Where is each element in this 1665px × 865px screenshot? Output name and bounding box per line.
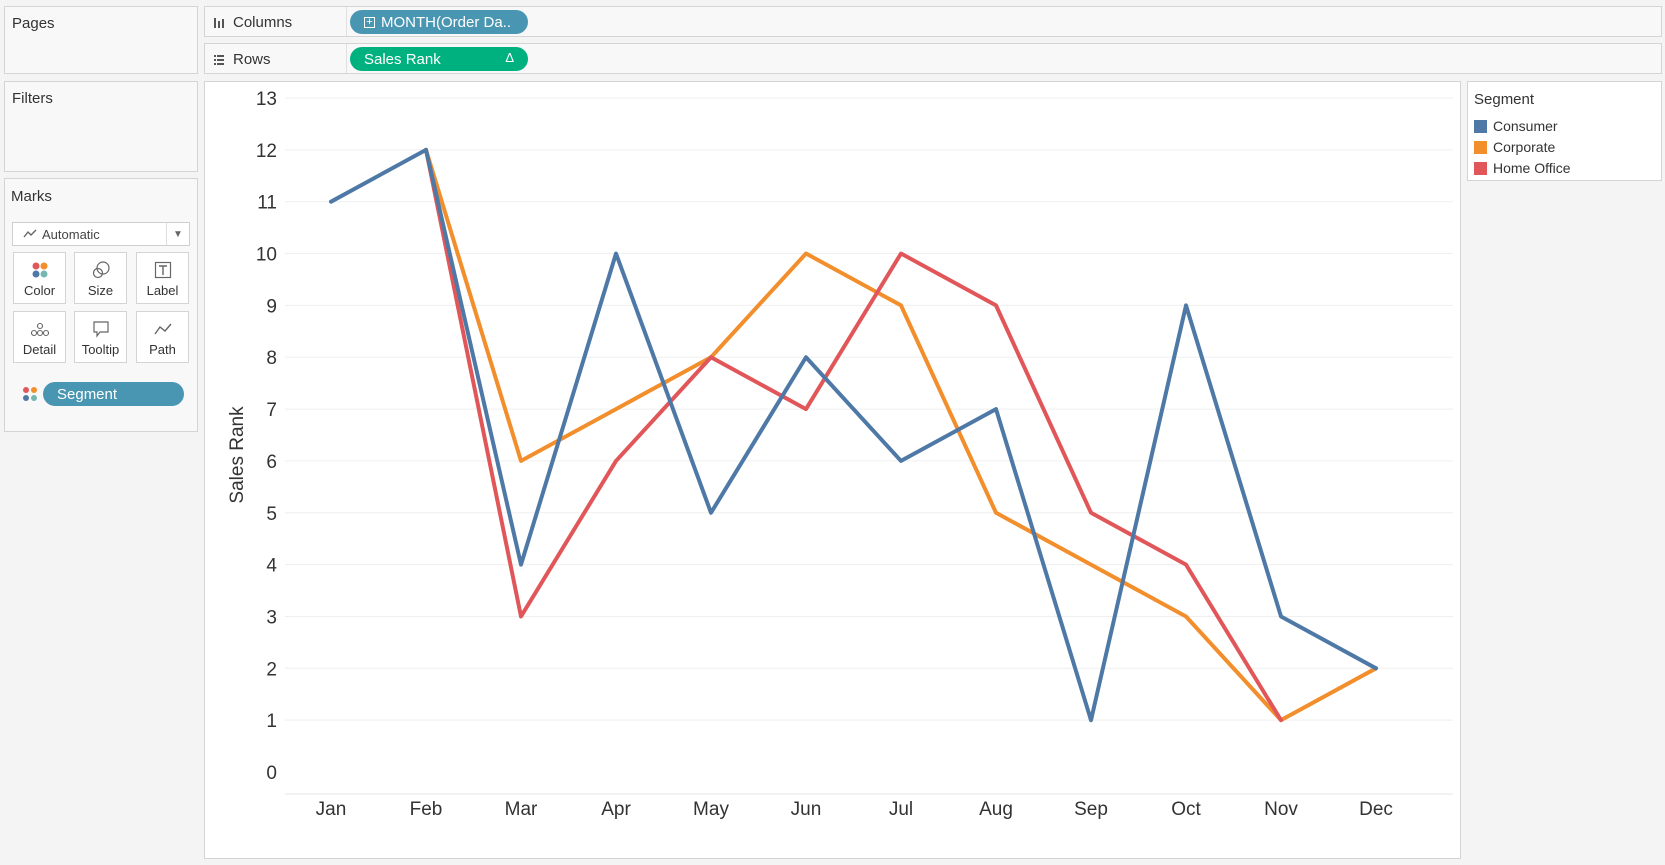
x-tick-label: Aug [979, 799, 1013, 820]
line-mark-icon [23, 229, 37, 238]
columns-label: Columns [233, 14, 293, 31]
speech-bubble-icon [92, 321, 109, 338]
color-dots-icon [32, 262, 47, 278]
marks-title: Marks [11, 188, 52, 205]
y-tick-label: 8 [266, 348, 277, 369]
segment-pill[interactable]: Segment [43, 382, 184, 406]
segment-pill-label: Segment [57, 385, 118, 403]
label-button[interactable]: Label [136, 252, 189, 304]
legend-label: Home Office [1493, 160, 1571, 176]
y-tick-label: 13 [256, 89, 277, 110]
filters-title: Filters [12, 90, 53, 107]
month-order-date-pill[interactable]: + MONTH(Order Da.. [350, 10, 528, 34]
y-tick-label: 5 [266, 504, 277, 525]
y-tick-label: 9 [266, 296, 277, 317]
color-button[interactable]: Color [13, 252, 66, 304]
path-line-icon [153, 323, 172, 335]
y-tick-label: 1 [266, 711, 277, 732]
sales-rank-pill[interactable]: Sales Rank Δ [350, 47, 528, 71]
mark-type-value: Automatic [42, 226, 100, 242]
x-tick-label: Oct [1171, 799, 1201, 820]
x-tick-label: Feb [410, 799, 443, 820]
expand-plus-icon: + [364, 16, 375, 28]
tooltip-button[interactable]: Tooltip [74, 311, 127, 363]
rows-shelf[interactable]: Rows Sales Rank Δ [204, 43, 1662, 74]
detail-dots-icon [30, 322, 49, 337]
columns-icon [214, 17, 224, 28]
x-tick-label: Jun [791, 799, 822, 820]
label-label: Label [146, 283, 179, 298]
y-tick-label: 10 [256, 245, 277, 266]
y-tick-label: 2 [266, 659, 277, 680]
tooltip-label: Tooltip [81, 342, 120, 357]
x-tick-label: Nov [1264, 799, 1298, 820]
table-calc-delta-icon: Δ [505, 50, 514, 65]
color-dots-icon [23, 387, 37, 401]
path-label: Path [149, 342, 176, 357]
columns-shelf[interactable]: Columns + MONTH(Order Da.. [204, 6, 1662, 37]
chevron-down-icon: ▼ [166, 223, 189, 245]
y-tick-label: 6 [266, 452, 277, 473]
rows-label: Rows [233, 51, 271, 68]
filters-card[interactable]: Filters [4, 81, 198, 172]
legend-item-home-office[interactable]: Home Office [1474, 160, 1571, 176]
detail-label: Detail [22, 342, 57, 357]
x-tick-label: Sep [1074, 799, 1108, 820]
y-tick-label: 11 [257, 193, 277, 214]
size-circles-icon [92, 261, 110, 279]
x-tick-label: Mar [505, 799, 538, 820]
rows-icon [214, 54, 224, 65]
pages-title: Pages [12, 15, 55, 32]
y-tick-label: 3 [266, 607, 277, 628]
y-tick-label: 0 [266, 763, 277, 784]
legend-item-corporate[interactable]: Corporate [1474, 139, 1555, 155]
y-tick-label: 7 [266, 400, 277, 421]
sales-rank-label: Sales Rank [364, 50, 441, 68]
pages-card[interactable]: Pages [4, 6, 198, 74]
y-tick-label: 12 [256, 141, 277, 162]
segment-legend[interactable]: Segment Consumer Corporate Home Office [1467, 81, 1662, 181]
legend-label: Consumer [1493, 118, 1558, 134]
mark-type-dropdown[interactable]: Automatic ▼ [12, 222, 190, 246]
size-button[interactable]: Size [74, 252, 127, 304]
series-line-home-office [424, 147, 1283, 723]
legend-swatch [1474, 140, 1487, 154]
path-button[interactable]: Path [136, 311, 189, 363]
series-line-corporate [424, 147, 1378, 723]
x-tick-label: Apr [601, 799, 631, 820]
legend-label: Corporate [1493, 139, 1556, 155]
x-tick-label: May [693, 799, 729, 820]
legend-swatch [1474, 161, 1487, 175]
month-order-date-label: MONTH(Order Da.. [381, 13, 512, 31]
y-tick-label: 4 [266, 556, 277, 577]
x-tick-label: Jan [316, 799, 347, 820]
x-tick-label: Jul [889, 799, 913, 820]
legend-title: Segment [1474, 91, 1535, 108]
chart-view[interactable]: 0 1 2 3 4 5 6 7 8 9 10 11 12 13 Jan Feb Mar Apr May Jun Jul A… [204, 81, 1461, 859]
y-axis-title: Sales Rank [227, 406, 248, 504]
text-t-icon [154, 261, 171, 279]
x-tick-label: Dec [1359, 799, 1393, 820]
legend-item-consumer[interactable]: Consumer [1474, 118, 1558, 134]
color-label: Color [23, 283, 56, 298]
series-line-consumer [329, 147, 1378, 723]
detail-button[interactable]: Detail [13, 311, 66, 363]
legend-swatch [1474, 119, 1487, 133]
size-label: Size [87, 283, 114, 298]
